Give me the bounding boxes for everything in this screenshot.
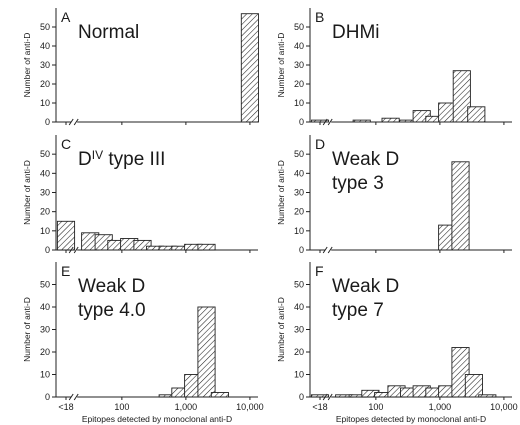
bar (467, 106, 486, 123)
bar (197, 243, 216, 251)
bar (451, 161, 470, 251)
y-tick-label: 50 (294, 149, 304, 159)
panel-title-line: Weak D (78, 276, 145, 297)
x-tick-label: <18 (58, 402, 73, 412)
panel-title: DIV type III (78, 148, 165, 170)
y-tick-label: 10 (294, 226, 304, 236)
panel-b: 0 10 20 30 40 50 Number of anti-D B DHMi (276, 8, 512, 127)
bar (56, 220, 76, 251)
y-tick-label: 30 (40, 60, 50, 70)
y-tick-label: 20 (40, 347, 50, 357)
y-tick-label: 30 (40, 325, 50, 335)
y-tick-label: 50 (40, 280, 50, 290)
panel-letter: F (315, 263, 324, 279)
y-tick-label: 10 (294, 98, 304, 108)
y-axis-title: Number of anti-D (22, 297, 32, 362)
y-axis-title: Number of anti-D (276, 297, 286, 362)
panel-f: 0 10 20 30 40 50 Number of anti-D <18 100 1,000 10… (276, 262, 518, 424)
bar (381, 117, 400, 123)
y-tick-label: 50 (294, 280, 304, 290)
bar (464, 374, 483, 398)
y-tick-label: 30 (294, 60, 304, 70)
x-tick-label: 100 (114, 402, 129, 412)
y-tick-label: 10 (294, 370, 304, 380)
panel-c: 0 10 20 30 40 50 Number of anti-D C DIV type III (22, 135, 258, 255)
x-tick-label: 1,000 (175, 402, 198, 412)
x-tick-label: 10,000 (490, 402, 518, 412)
y-tick-label: 0 (299, 392, 304, 402)
y-tick-label: 0 (45, 245, 50, 255)
panel-title: Normal (78, 22, 139, 43)
panel-title-line: type 4.0 (78, 300, 146, 321)
axis-break (68, 246, 79, 254)
axis-break (68, 118, 79, 126)
axis-break (322, 393, 333, 401)
y-tick-label: 0 (299, 245, 304, 255)
axis-break (322, 246, 333, 254)
panel-letter: C (61, 136, 71, 152)
x-tick-label: 10,000 (236, 402, 264, 412)
y-tick-label: 30 (294, 188, 304, 198)
y-tick-label: 20 (294, 347, 304, 357)
panel-letter: B (315, 9, 324, 25)
bar (240, 13, 259, 123)
y-tick-label: 0 (45, 117, 50, 127)
x-tick-label: 100 (368, 402, 383, 412)
panel-letter: D (315, 136, 325, 152)
y-axis-title: Number of anti-D (276, 160, 286, 225)
panel-a: 0 10 20 30 40 50 Number of anti-D A Normal (22, 8, 259, 127)
x-tick-label: <18 (312, 402, 327, 412)
y-tick-label: 20 (40, 207, 50, 217)
panel-d: 0 10 20 30 40 50 Number of anti-D D Weak D type 3 (276, 135, 512, 255)
x-axis-title: Epitopes detected by monoclonal anti-D (336, 414, 486, 424)
y-tick-label: 40 (294, 41, 304, 51)
bar (197, 306, 216, 398)
panel-title-line: type 7 (332, 300, 384, 321)
y-tick-label: 0 (45, 392, 50, 402)
y-tick-label: 0 (299, 117, 304, 127)
axis-break (68, 393, 79, 401)
panel-title-line: type 3 (332, 173, 384, 194)
y-tick-label: 40 (294, 168, 304, 178)
axis-break (322, 118, 333, 126)
panel-title: DHMi (332, 22, 380, 43)
panel-e: 0 10 20 30 40 50 Number of anti-D <18 100 1,000 10… (22, 262, 264, 424)
y-tick-label: 20 (40, 79, 50, 89)
y-tick-label: 30 (294, 325, 304, 335)
y-tick-label: 50 (40, 149, 50, 159)
y-tick-label: 40 (40, 41, 50, 51)
x-axis-title: Epitopes detected by monoclonal anti-D (82, 414, 232, 424)
panel-title-line: Weak D (332, 149, 399, 170)
panel-letter: A (61, 9, 71, 25)
y-tick-label: 40 (40, 302, 50, 312)
y-tick-label: 20 (294, 207, 304, 217)
panel-letter: E (61, 263, 70, 279)
y-axis-title: Number of anti-D (22, 160, 32, 225)
y-tick-label: 10 (40, 226, 50, 236)
bar (210, 392, 229, 398)
y-tick-label: 10 (40, 98, 50, 108)
y-axis-title: Number of anti-D (22, 33, 32, 98)
x-tick-label: 1,000 (429, 402, 452, 412)
y-tick-label: 50 (40, 22, 50, 32)
y-tick-label: 50 (294, 22, 304, 32)
y-tick-label: 40 (294, 302, 304, 312)
panel-title-line: Weak D (332, 276, 399, 297)
y-tick-label: 30 (40, 188, 50, 198)
y-tick-label: 20 (294, 79, 304, 89)
y-axis-title: Number of anti-D (276, 33, 286, 98)
y-tick-label: 40 (40, 168, 50, 178)
y-tick-label: 10 (40, 370, 50, 380)
